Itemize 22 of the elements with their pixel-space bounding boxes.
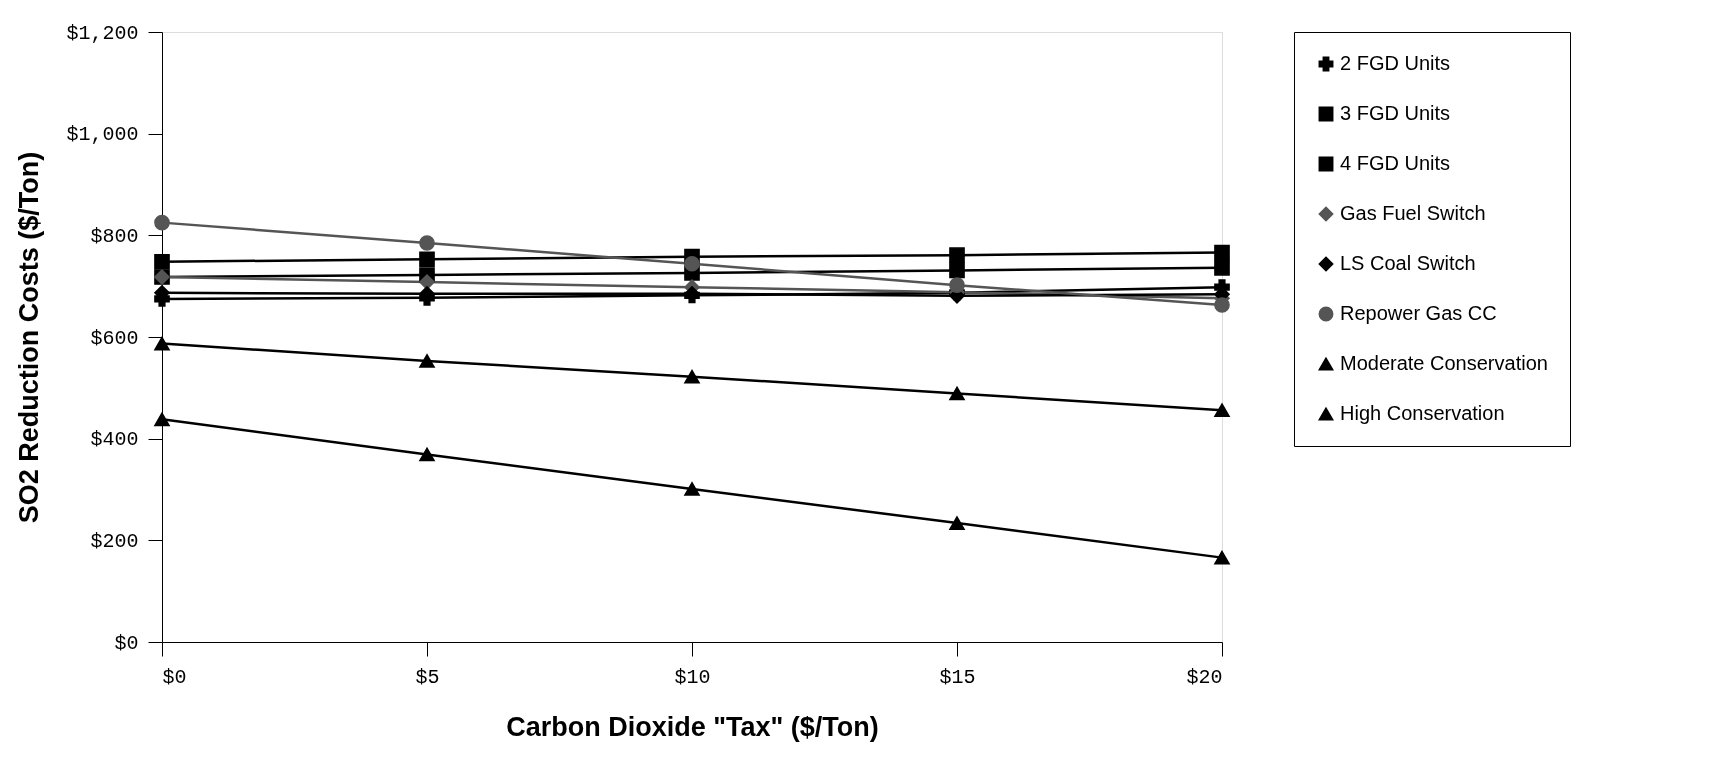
legend-label: 3 FGD Units <box>1340 102 1451 124</box>
x-tick-label: $5 <box>415 665 440 689</box>
x-tick-label: $20 <box>1186 665 1223 689</box>
y-tick-label: $1,000 <box>66 123 139 147</box>
legend-label: Repower Gas CC <box>1340 302 1497 324</box>
legend-label: LS Coal Switch <box>1340 252 1476 274</box>
y-tick-label: $400 <box>90 428 139 452</box>
y-axis-title: SO2 Reduction Costs ($/Ton) <box>14 151 45 524</box>
y-tick-label: $1,200 <box>66 21 139 45</box>
x-tick-label: $0 <box>162 665 187 689</box>
legend-label: Gas Fuel Switch <box>1340 202 1486 224</box>
y-tick-label: $600 <box>90 326 139 350</box>
y-tick-label: $800 <box>90 224 139 248</box>
legend-label: 2 FGD Units <box>1340 52 1451 74</box>
legend-label: 4 FGD Units <box>1340 152 1451 174</box>
legend-label: High Conservation <box>1340 402 1505 424</box>
x-axis-title: Carbon Dioxide "Tax" ($/Ton) <box>506 711 879 742</box>
y-tick-label: $0 <box>114 631 139 655</box>
legend-label: Moderate Conservation <box>1340 352 1548 374</box>
y-tick-label: $200 <box>90 529 139 553</box>
x-tick-label: $10 <box>674 665 711 689</box>
x-tick-label: $15 <box>939 665 976 689</box>
